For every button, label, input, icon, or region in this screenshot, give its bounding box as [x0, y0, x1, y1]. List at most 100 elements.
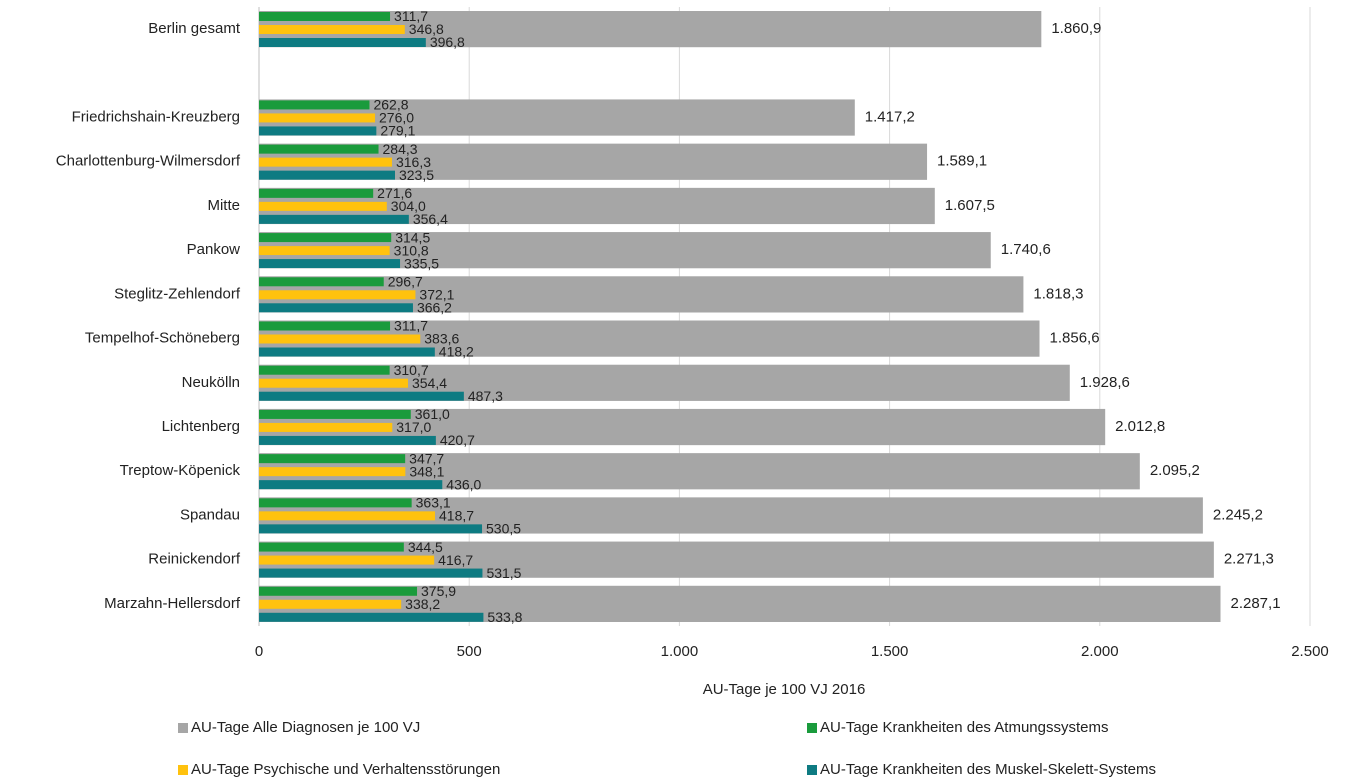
data-label: 348,1	[409, 463, 444, 479]
bar	[259, 422, 393, 432]
bar	[259, 290, 416, 300]
bar	[259, 391, 464, 401]
bar	[259, 480, 443, 490]
data-label: 310,7	[394, 362, 429, 378]
data-label: 1.607,5	[945, 197, 995, 214]
data-label: 311,7	[394, 8, 428, 24]
y-tick-label: Marzahn-Hellersdorf	[104, 595, 241, 612]
bar	[259, 454, 406, 464]
bar	[259, 612, 484, 622]
data-label: 310,8	[394, 242, 429, 258]
bar	[259, 303, 413, 313]
data-label: 1.417,2	[865, 109, 915, 126]
y-tick-label: Treptow-Köpenick	[120, 462, 241, 479]
legend-label: AU-Tage Krankheiten des Muskel-Skelett-S…	[820, 761, 1156, 778]
data-label: 418,7	[439, 508, 474, 524]
y-tick-label: Lichtenberg	[162, 418, 240, 435]
y-tick-label: Pankow	[187, 241, 241, 258]
data-label: 335,5	[404, 255, 439, 271]
legend-swatch	[807, 765, 817, 775]
bar	[259, 246, 390, 256]
data-label: 284,3	[383, 141, 418, 157]
x-axis-label: AU-Tage je 100 VJ 2016	[703, 681, 866, 698]
data-label: 372,1	[419, 286, 454, 302]
legend-label: AU-Tage Krankheiten des Atmungssystems	[820, 719, 1108, 736]
data-label: 531,5	[486, 565, 521, 581]
data-label: 1.856,6	[1050, 330, 1100, 347]
bar	[259, 542, 404, 552]
data-label: 346,8	[409, 21, 444, 37]
x-tick-label: 1.000	[661, 643, 699, 660]
bar	[259, 498, 412, 508]
bar	[259, 12, 391, 21]
bar	[259, 144, 379, 154]
bar	[259, 586, 418, 596]
y-tick-label: Spandau	[180, 506, 240, 523]
x-tick-label: 2.500	[1291, 643, 1329, 660]
data-label: 1.589,1	[937, 153, 987, 170]
data-label: 262,8	[373, 97, 408, 113]
data-label: 533,8	[487, 609, 522, 625]
data-label: 344,5	[408, 539, 443, 555]
data-label: 311,7	[394, 318, 428, 334]
x-tick-label: 500	[457, 643, 482, 660]
y-tick-label: Tempelhof-Schöneberg	[85, 330, 240, 347]
bar	[259, 599, 402, 609]
bar	[259, 467, 406, 477]
bar	[259, 201, 387, 211]
bar	[259, 511, 436, 521]
y-tick-label: Berlin gesamt	[148, 20, 241, 37]
bar	[259, 259, 401, 269]
legend-swatch	[178, 765, 188, 775]
data-label: 363,1	[416, 495, 451, 511]
data-label: 316,3	[396, 154, 431, 170]
y-tick-label: Steglitz-Zehlendorf	[114, 285, 241, 302]
data-label: 2.012,8	[1115, 418, 1165, 435]
data-label: 416,7	[438, 552, 473, 568]
legend-label: AU-Tage Psychische und Verhaltensstörung…	[191, 761, 500, 778]
bar	[259, 214, 409, 224]
legend-swatch	[178, 723, 188, 733]
data-label: 361,0	[415, 406, 450, 422]
bar	[259, 365, 390, 375]
data-label: 354,4	[412, 375, 447, 391]
data-label: 1.818,3	[1033, 285, 1083, 302]
data-label: 323,5	[399, 167, 434, 183]
bar	[259, 524, 483, 534]
bar	[259, 170, 395, 180]
bar	[259, 378, 408, 388]
y-tick-label: Friedrichshain-Kreuzberg	[72, 109, 240, 126]
data-label: 487,3	[468, 388, 503, 404]
bar	[259, 25, 405, 34]
x-tick-label: 2.000	[1081, 643, 1119, 660]
data-label: 347,7	[409, 450, 444, 466]
data-label: 279,1	[380, 123, 415, 139]
bar	[259, 100, 370, 110]
legend-label: AU-Tage Alle Diagnosen je 100 VJ	[191, 719, 420, 736]
data-label: 383,6	[424, 331, 459, 347]
bar	[259, 38, 426, 47]
data-label: 436,0	[446, 476, 481, 492]
data-label: 317,0	[396, 419, 431, 435]
bar	[259, 555, 435, 565]
data-label: 356,4	[413, 211, 448, 227]
bar	[259, 126, 377, 136]
y-tick-label: Neukölln	[182, 374, 240, 391]
data-label: 304,0	[391, 198, 426, 214]
x-tick-label: 1.500	[871, 643, 909, 660]
bar	[259, 409, 411, 419]
bar	[259, 347, 435, 357]
data-label: 2.245,2	[1213, 506, 1263, 523]
data-label: 271,6	[377, 185, 412, 201]
bar	[259, 321, 391, 331]
bar	[259, 157, 392, 167]
y-tick-label: Charlottenburg-Wilmersdorf	[56, 153, 241, 170]
bar	[259, 435, 436, 445]
bar	[259, 233, 392, 243]
data-label: 1.860,9	[1051, 20, 1101, 37]
data-label: 530,5	[486, 521, 521, 537]
bar	[259, 334, 421, 344]
data-label: 366,2	[417, 299, 452, 315]
data-label: 418,2	[439, 344, 474, 360]
